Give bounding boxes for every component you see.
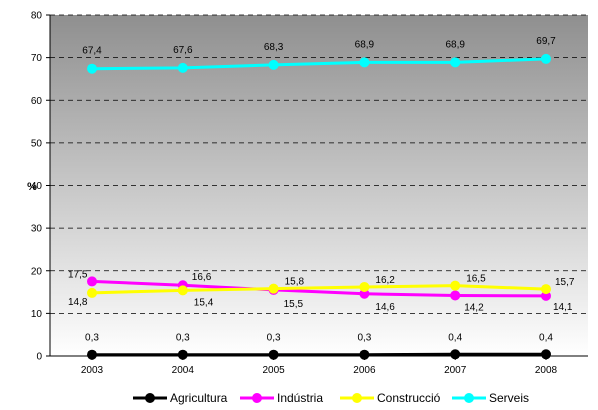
legend-marker: [252, 393, 262, 403]
y-tick-label: 20: [31, 266, 43, 277]
x-tick-label: 2003: [81, 365, 104, 376]
legend-label: Indústria: [277, 391, 323, 405]
data-point-agricultura: [177, 349, 188, 360]
data-label-industria: 14,2: [464, 302, 484, 313]
data-point-serveis: [87, 63, 97, 74]
data-point-serveis: [177, 62, 188, 73]
data-point-serveis: [450, 57, 461, 68]
data-label-agricultura: 0,4: [448, 332, 462, 343]
y-axis-label: %: [27, 181, 37, 193]
data-label-serveis: 69,7: [536, 36, 556, 47]
x-tick-label: 2008: [535, 365, 558, 376]
legend-label: Construcció: [377, 391, 441, 405]
data-label-serveis: 68,9: [445, 39, 465, 50]
x-tick-label: 2006: [353, 365, 376, 376]
plot-area: [50, 15, 588, 356]
legend: Agricultura Indústria Construcció Serveis: [133, 391, 529, 405]
data-label-industria: 15,5: [284, 299, 304, 310]
data-label-construccio: 15,7: [555, 277, 575, 288]
data-point-construccio: [541, 284, 551, 295]
data-label-construccio: 15,4: [194, 297, 214, 308]
x-tick-label: 2007: [444, 365, 467, 376]
data-point-agricultura: [268, 349, 279, 360]
series-line-construccio: [91, 284, 547, 295]
series-lines: [87, 53, 551, 360]
legend-marker: [145, 393, 155, 403]
data-point-construccio: [177, 285, 188, 296]
x-tick-label: 2004: [172, 365, 195, 376]
data-label-agricultura: 0,3: [176, 333, 190, 344]
legend-item-industria: Indústria: [240, 391, 323, 405]
data-label-industria: 17,5: [68, 269, 88, 280]
y-tick-label: 40: [31, 181, 43, 192]
data-label-industria: 14,6: [375, 302, 395, 313]
data-label-construccio: 16,2: [375, 275, 395, 286]
data-point-serveis: [541, 53, 551, 64]
data-label-agricultura: 0,3: [85, 333, 99, 344]
data-label-serveis: 67,6: [173, 45, 193, 56]
y-tick-label: 0: [36, 352, 42, 363]
data-point-serveis: [268, 59, 279, 70]
data-point-construccio: [359, 281, 370, 292]
y-tick-label: 80: [31, 11, 43, 22]
y-tick-label: 50: [31, 138, 43, 149]
data-point-agricultura: [87, 349, 97, 360]
legend-label: Serveis: [489, 391, 529, 405]
data-label-agricultura: 0,4: [539, 332, 553, 343]
data-label-serveis: 68,3: [264, 42, 284, 53]
data-point-industria: [87, 276, 97, 287]
data-point-agricultura: [359, 349, 370, 360]
data-point-agricultura: [541, 349, 551, 360]
legend-item-serveis: Serveis: [452, 391, 529, 405]
legend-marker: [352, 393, 362, 403]
y-tick-label: 30: [31, 224, 43, 235]
legend-label: Agricultura: [170, 391, 228, 405]
data-label-agricultura: 0,3: [357, 333, 371, 344]
data-point-construccio: [87, 287, 97, 298]
data-label-construccio: 15,8: [285, 277, 305, 288]
y-tick-label: 60: [31, 96, 43, 107]
data-point-industria: [450, 290, 461, 301]
series-line-industria: [91, 279, 547, 298]
data-label-serveis: 67,4: [82, 46, 102, 57]
legend-item-agricultura: Agricultura: [133, 391, 228, 405]
series-line-serveis: [91, 57, 547, 71]
legend-item-construccio: Construcció: [340, 391, 441, 405]
data-label-construccio: 16,5: [466, 274, 486, 285]
data-point-construccio: [450, 280, 461, 291]
legend-marker: [464, 393, 474, 403]
x-tick-label: 2005: [262, 365, 285, 376]
data-label-agricultura: 0,3: [267, 333, 281, 344]
data-label-serveis: 68,9: [355, 39, 375, 50]
data-labels: 0,3 0,3 0,3 0,3 0,4 0,4 17,5 16,6 15,5 14,6 14,2 14…: [68, 36, 575, 344]
data-label-industria: 16,6: [192, 272, 212, 283]
data-label-construccio: 14,8: [68, 297, 88, 308]
y-tick-label: 70: [31, 53, 43, 64]
data-point-construccio: [268, 283, 279, 294]
data-label-industria: 14,1: [553, 302, 573, 313]
data-point-agricultura: [450, 349, 461, 360]
data-point-serveis: [359, 57, 370, 68]
y-tick-label: 10: [31, 309, 43, 320]
